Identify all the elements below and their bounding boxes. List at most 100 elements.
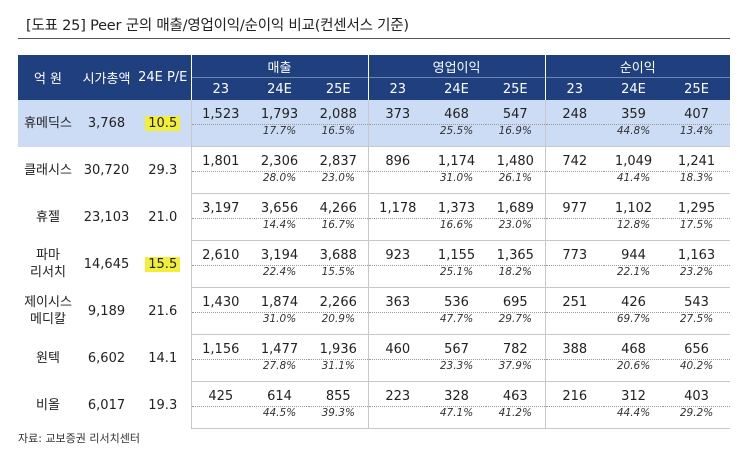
sales-growth: 31.0% — [250, 312, 309, 335]
sales-value: 2,306 — [260, 154, 299, 169]
pe-ratio: 15.5 — [135, 241, 191, 288]
pe-ratio: 21.6 — [148, 303, 178, 319]
header-market-cap: 시가총액 — [78, 55, 135, 100]
op-growth — [367, 406, 428, 429]
op-growth: 16.9% — [486, 124, 546, 147]
op-growth: 47.1% — [427, 406, 487, 429]
op-growth — [367, 265, 428, 288]
sales-growth: 15.5% — [309, 265, 369, 288]
ni-value: 977 — [544, 193, 605, 219]
company-name-line: 제이시스 — [24, 295, 72, 310]
ni-growth: 44.8% — [604, 124, 664, 147]
ni-value: 388 — [544, 334, 605, 360]
title-divider — [18, 38, 730, 39]
op-value: 1,178 — [367, 193, 428, 219]
sales-value: 855 — [325, 389, 351, 404]
op-value: 460 — [367, 334, 428, 360]
op-value: 1,689 — [496, 201, 534, 216]
op-value: 363 — [367, 287, 428, 313]
sales-value: 3,656 — [260, 201, 299, 216]
ni-growth: 13.4% — [663, 124, 731, 147]
company-name: 휴메딕스 — [18, 100, 78, 147]
header-year: 25E — [309, 77, 369, 100]
op-value: 1,480 — [496, 154, 534, 169]
company-name-line: 파마 — [36, 248, 60, 263]
op-growth — [367, 312, 428, 335]
sales-growth — [190, 171, 250, 194]
op-growth — [367, 171, 428, 194]
market-cap: 9,189 — [87, 303, 126, 319]
highlight-mark: 10.5 — [145, 115, 181, 131]
sales-value: 3,688 — [319, 248, 357, 263]
ni-growth: 20.6% — [604, 359, 664, 382]
sales-growth — [190, 265, 250, 288]
sales-value: 1,156 — [190, 334, 250, 360]
ni-value: 251 — [544, 287, 605, 313]
company-name: 비올 — [36, 397, 60, 413]
op-growth: 23.3% — [427, 359, 487, 382]
ni-value: 407 — [663, 100, 731, 125]
ni-value: 1,049 — [614, 154, 653, 169]
market-cap: 23,103 — [83, 209, 130, 225]
sales-value: 2,610 — [190, 240, 250, 266]
table-row: 제이시스 메디칼 9,189 21.6 1,430 1,874 2,266 363… — [18, 287, 730, 327]
ni-value: 1,241 — [677, 154, 716, 169]
op-value: 468 — [427, 100, 487, 125]
op-value: 536 — [444, 295, 469, 310]
sales-value: 1,793 — [250, 100, 309, 125]
market-cap: 6,602 — [87, 350, 126, 366]
sales-growth: 39.3% — [309, 406, 369, 429]
sales-growth: 16.7% — [309, 218, 369, 241]
ni-growth: 22.1% — [604, 265, 664, 288]
market-cap: 14,645 — [83, 256, 130, 272]
header-year: 25E — [486, 77, 546, 100]
header-year: 23 — [367, 77, 428, 100]
market-cap: 30,720 — [83, 162, 130, 178]
growth-row: 44.5% 39.3% 47.1% 41.2% 44.4% 29.2% — [18, 406, 731, 429]
ni-growth: 29.2% — [663, 406, 731, 429]
sales-growth: 27.8% — [250, 359, 309, 382]
op-value: 1,365 — [496, 248, 534, 263]
market-cap: 3,768 — [78, 100, 135, 147]
sales-growth — [190, 124, 250, 147]
sales-growth — [190, 218, 250, 241]
market-cap: 6,017 — [87, 397, 126, 413]
ni-value: 1,295 — [677, 201, 716, 216]
header-year: 23 — [190, 77, 250, 100]
sales-value: 3,197 — [190, 193, 250, 219]
table-row: 휴젤 23,103 21.0 3,197 3,656 4,266 1,178 1… — [18, 193, 730, 225]
op-value: 782 — [502, 342, 528, 357]
pe-ratio: 19.3 — [148, 397, 178, 413]
pe-ratio: 14.1 — [148, 350, 178, 366]
header-year: 24E — [604, 77, 664, 100]
ni-value: 543 — [684, 295, 709, 310]
table-row: 파마 리서치 14,645 15.5 2,610 3,194 3,688 923 … — [18, 240, 730, 280]
ni-growth: 17.5% — [663, 218, 731, 241]
ni-value: 216 — [544, 381, 605, 407]
sales-value: 614 — [267, 389, 292, 404]
ni-growth: 40.2% — [663, 359, 731, 382]
sales-growth — [190, 359, 250, 382]
op-value: 923 — [367, 240, 428, 266]
op-value: 373 — [367, 100, 428, 125]
ni-value: 656 — [684, 342, 709, 357]
company-name-line: 리서치 — [30, 265, 66, 280]
header-pe: 24E P/E — [135, 55, 191, 100]
op-value: 896 — [367, 146, 428, 172]
company-name: 휴젤 — [36, 209, 60, 225]
sales-value: 1,477 — [260, 342, 299, 357]
growth-row: 22.4% 15.5% 25.1% 18.2% 22.1% 23.2% — [18, 265, 731, 288]
table-row: 휴메딕스 3,768 10.5 1,523 1,793 2,088 373 46… — [18, 100, 731, 147]
ni-growth: 12.8% — [604, 218, 664, 241]
ni-growth — [544, 171, 605, 194]
growth-row: 28.0% 23.0% 31.0% 26.1% 41.4% 18.3% — [18, 171, 731, 194]
ni-growth — [544, 124, 605, 147]
company-name: 클래시스 — [24, 162, 72, 178]
table-title: [도표 25] Peer 군의 매출/영업이익/순이익 비교(컨센서스 기준) — [26, 18, 409, 34]
op-growth: 31.0% — [427, 171, 487, 194]
header-operating-profit: 영업이익 — [367, 55, 546, 78]
header-unit: 억 원 — [18, 55, 78, 100]
sales-growth: 44.5% — [250, 406, 309, 429]
ni-value: 1,102 — [614, 201, 653, 216]
company-name: 제이시스 메디칼 — [18, 288, 78, 335]
